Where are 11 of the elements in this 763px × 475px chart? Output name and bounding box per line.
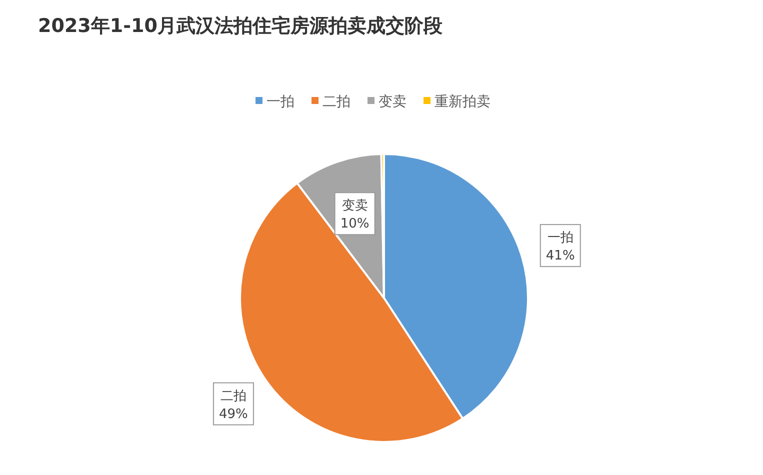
chart-title: 2023年1-10月武汉法拍住宅房源拍卖成交阶段 xyxy=(38,15,444,37)
data-label: 10% xyxy=(340,216,370,232)
legend-label: 重新拍卖 xyxy=(434,94,490,110)
legend-label: 变卖 xyxy=(378,94,406,110)
slice-label: 变卖 xyxy=(342,198,368,214)
slice-label: 二拍 xyxy=(220,388,246,404)
slice-label: 一拍 xyxy=(547,230,574,246)
data-label: 41% xyxy=(546,248,575,264)
legend-label: 一拍 xyxy=(266,94,294,110)
data-label: 49% xyxy=(219,406,248,422)
legend-label: 二拍 xyxy=(322,94,350,110)
